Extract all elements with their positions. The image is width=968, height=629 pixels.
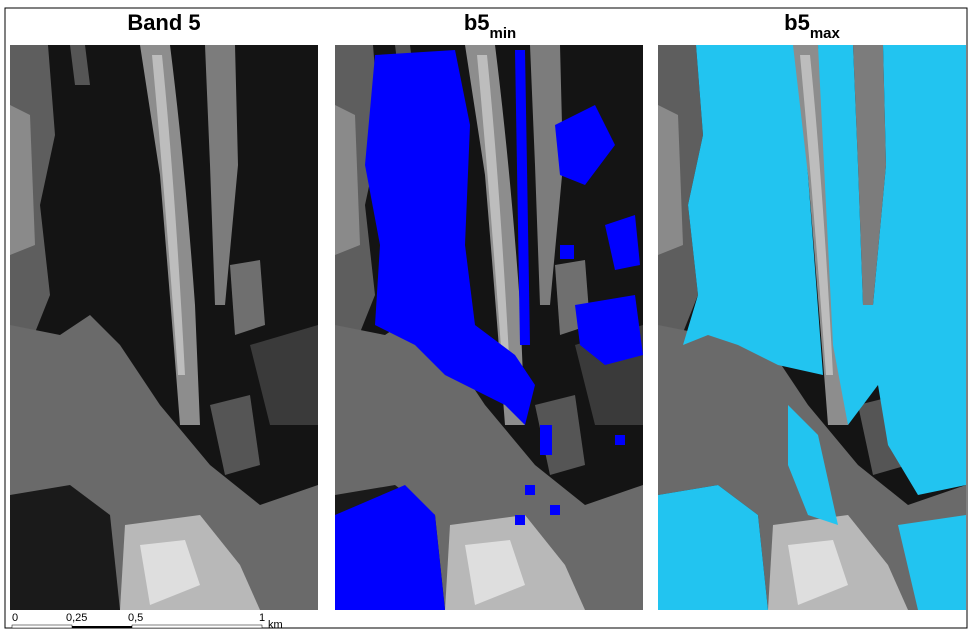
scale-unit: km [268, 619, 283, 629]
panel-b5min [335, 45, 643, 610]
panel-b5max [658, 45, 966, 610]
scale-label: 0,25 [66, 612, 87, 624]
panel-title: b5max [784, 10, 840, 42]
scale-label: 0,5 [128, 612, 143, 624]
scale-label: 0 [12, 612, 18, 624]
figure: Band 5 b5min b5max 0 0,25 0,5 1 km [0, 0, 968, 629]
title-main: b5 [464, 10, 490, 35]
panel-band5 [10, 45, 318, 610]
panel-title: b5min [464, 10, 516, 42]
panel-title: Band 5 [127, 10, 200, 35]
title-main: b5 [784, 10, 810, 35]
title-subscript: max [810, 25, 841, 42]
scale-bar: 0 0,25 0,5 1 km [12, 612, 283, 629]
title-subscript: min [490, 25, 517, 42]
scale-label: 1 [259, 612, 265, 624]
